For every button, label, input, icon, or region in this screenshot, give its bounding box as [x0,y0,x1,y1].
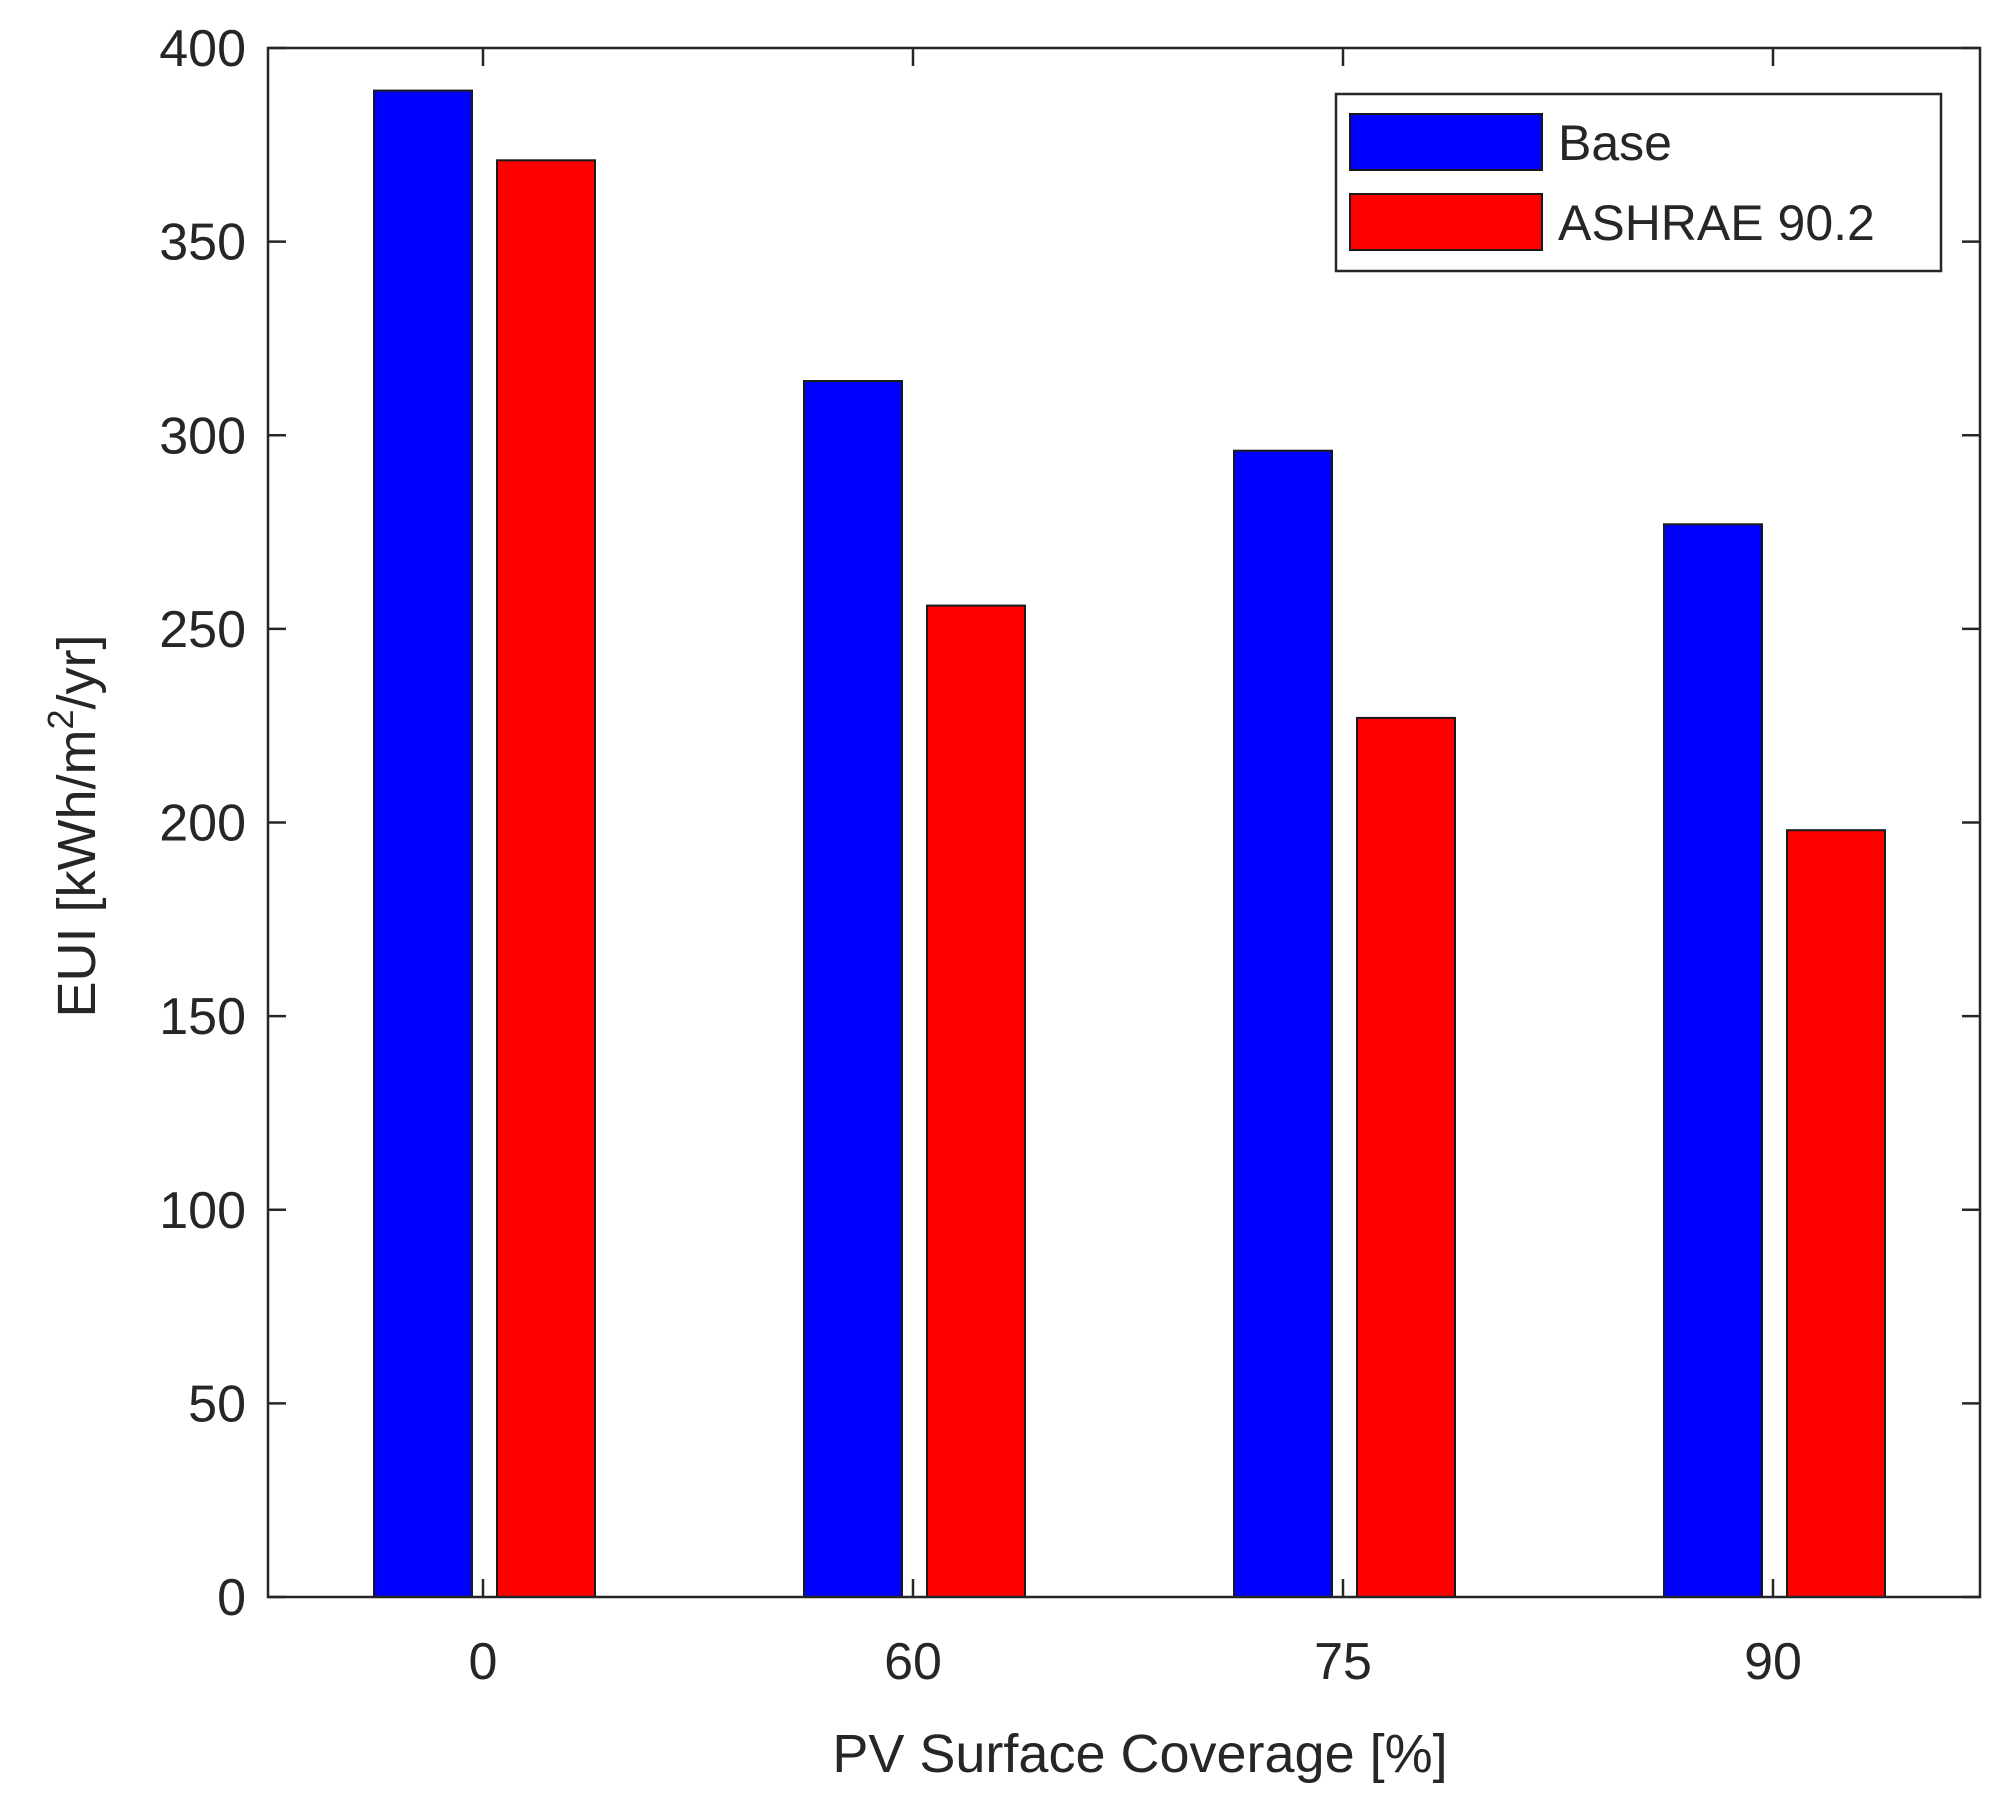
legend-swatch-0 [1349,113,1543,171]
y-axis-label-main: EUI [kWh/m [47,730,107,1018]
y-tick-label: 250 [159,601,246,659]
y-tick-label: 100 [159,1182,246,1240]
bar-0-3 [1663,523,1763,1598]
bar-1-2 [1356,716,1456,1598]
x-tick-label: 60 [884,1633,942,1691]
y-tick-label: 350 [159,214,246,272]
x-tick-label: 75 [1314,1633,1372,1691]
plot-area: 0 50 100 150 200 250 300 350 400 0 60 75 90 Base ASHRA… [159,20,1982,1691]
x-axis-label: PV Surface Coverage [%] [832,1724,1447,1784]
x-tick-label: 0 [469,1633,498,1691]
y-axis-label: EUI [kWh/m2/yr] [40,634,107,1017]
bar-0-2 [1233,449,1333,1599]
y-tick-label: 200 [159,795,246,853]
legend-swatch-1 [1349,193,1543,251]
bar-1-1 [926,604,1026,1598]
y-tick-label: 300 [159,407,246,465]
bar-0-1 [803,380,903,1598]
bar-0-0 [373,89,473,1599]
legend-label-0: Base [1558,115,1672,171]
x-tick-label: 90 [1744,1633,1802,1691]
y-tick-label: 400 [159,20,246,78]
y-tick-label: 150 [159,988,246,1046]
y-axis-label-superscript: 2 [40,709,81,729]
y-tick-label: 0 [217,1569,246,1627]
bar-1-0 [496,159,596,1598]
legend-label-1: ASHRAE 90.2 [1558,195,1875,251]
y-axis-label-unit: /yr] [47,634,107,709]
y-tick-label: 50 [188,1375,246,1433]
bar-1-3 [1786,829,1886,1598]
